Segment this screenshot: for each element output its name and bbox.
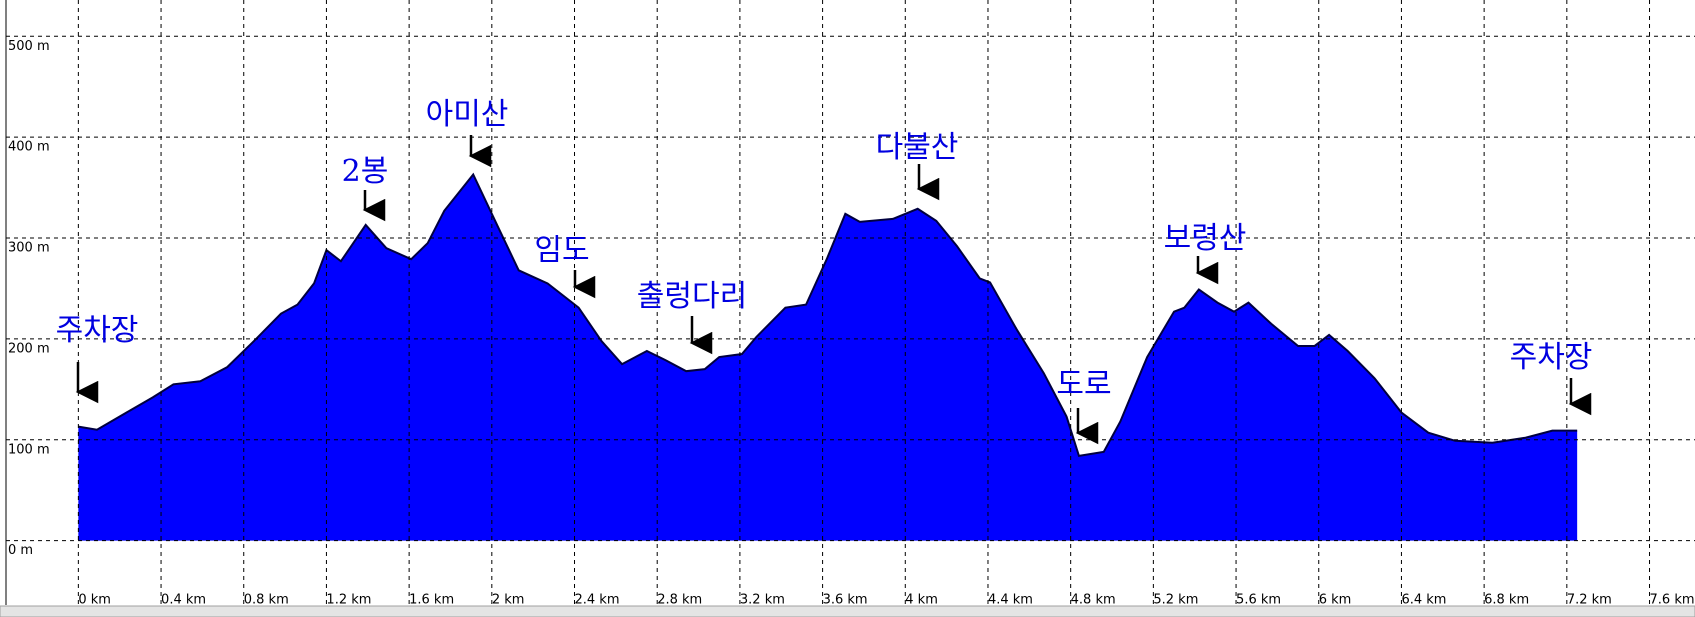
x-tick-label: 1.6 km: [409, 593, 454, 608]
x-tick-label: 6.4 km: [1401, 593, 1446, 608]
x-tick-label: 0 km: [78, 593, 111, 608]
x-tick-label: 5.2 km: [1153, 593, 1198, 608]
scrollbar: [0, 605, 1695, 617]
x-tick-label: 3.2 km: [740, 593, 785, 608]
x-tick-label: 6 km: [1319, 593, 1352, 608]
x-tick-label: 4.4 km: [988, 593, 1033, 608]
x-tick-label: 2.8 km: [657, 593, 702, 608]
annotation-label: 보령산: [1164, 221, 1247, 256]
x-tick-label: 7.2 km: [1567, 593, 1612, 608]
x-tick-label: 2.4 km: [575, 593, 620, 608]
annotation-label: 도로: [1056, 367, 1111, 402]
x-tick-label: 5.6 km: [1236, 593, 1281, 608]
y-tick-label: 200 m: [8, 341, 50, 356]
y-tick-label: 100 m: [8, 442, 50, 457]
x-tick-label: 4.8 km: [1071, 593, 1116, 608]
x-tick-label: 3.6 km: [823, 593, 868, 608]
marks: [78, 172, 1578, 541]
x-tick-label: 4 km: [905, 593, 938, 608]
y-tick-label: 400 m: [8, 140, 50, 155]
y-tick-label: 500 m: [8, 39, 50, 54]
x-tick-label: 6.8 km: [1484, 593, 1529, 608]
annotation-label: 주차장: [56, 313, 139, 348]
annotation-label: 아미산: [426, 97, 509, 132]
x-tick-label: 2 km: [492, 593, 525, 608]
x-tick-label: 0.8 km: [244, 593, 289, 608]
x-tick-label: 7.6 km: [1650, 593, 1695, 608]
x-tick-label: 0.4 km: [161, 593, 206, 608]
annotation-label: 주차장: [1510, 340, 1593, 375]
y-tick-label: 0 m: [8, 543, 33, 558]
elevation-area: [78, 174, 1578, 541]
annotation-label: 출렁다리: [637, 279, 747, 314]
annotation-label: 다불산: [876, 130, 959, 165]
annotation-label: 임도: [534, 233, 589, 268]
y-tick-label: 300 m: [8, 241, 50, 256]
annotation-label: 2봉: [342, 154, 389, 189]
x-tick-label: 1.2 km: [326, 593, 371, 608]
